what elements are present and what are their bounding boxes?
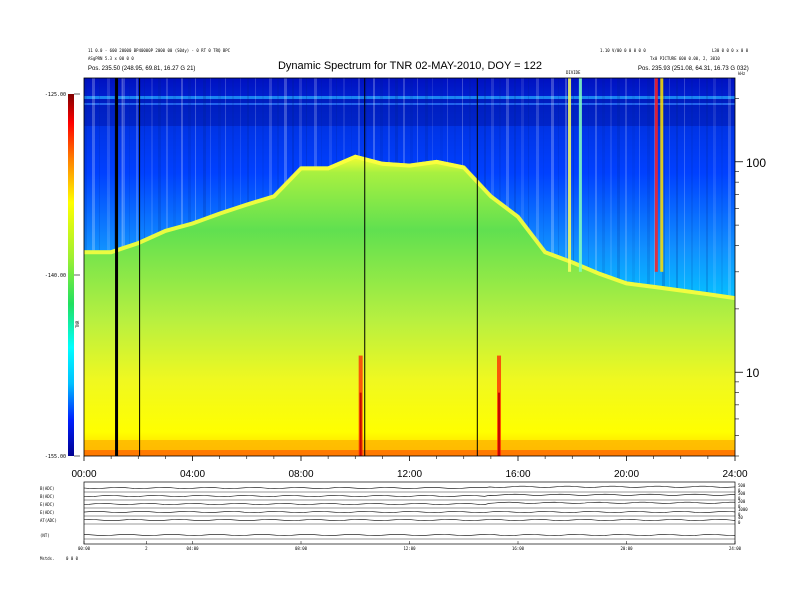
x-tick-label: 16:00 xyxy=(505,469,530,480)
chart-title: Dynamic Spectrum for TNR 02-MAY-2010, DO… xyxy=(278,60,542,72)
texture-stripe xyxy=(588,78,589,456)
header-right-corner: L30 0 0 0 x 0 0 xyxy=(712,48,749,53)
spectrogram-plot xyxy=(84,78,735,456)
panel-label: E(ADC) xyxy=(40,510,54,515)
panel-scale-bottom: 0 xyxy=(738,488,741,493)
colorbar-tick-label: -155.00 xyxy=(45,454,66,460)
panel-time-label: 00:00 xyxy=(78,546,91,551)
burst-label: DIVIDE xyxy=(566,70,581,75)
panel-trace xyxy=(83,501,735,505)
texture-stripe xyxy=(654,78,655,456)
panel-scale-bottom: 0 xyxy=(738,504,741,509)
yellow-boundary-edge xyxy=(84,154,735,301)
texture-stripe xyxy=(602,78,605,456)
header-right-line1: 1.10 V/00 0 0 0 0 0 xyxy=(600,48,646,53)
header-left-line3: Pos. 235.50 (248.95, 69.81, 16.27 G 21) xyxy=(88,66,195,72)
hf-streak xyxy=(654,78,658,272)
texture-stripe xyxy=(728,78,731,456)
x-axis-ticks: 00:00 04:00 08:00 12:00 16:00 20:00 24:00 xyxy=(71,456,748,480)
panel-trace xyxy=(83,493,736,497)
colorbar-ticks: -125.00 -140.00 -155.00 xyxy=(45,92,80,460)
top-cyan-stripe xyxy=(84,96,735,99)
texture-stripe xyxy=(699,78,700,456)
header-right-line3: Pos. 235.93 (251.08, 64.31, 16.73 G 032) xyxy=(638,66,749,72)
panel-scale-bottom: 0 xyxy=(738,512,741,517)
texture-stripe xyxy=(639,78,640,456)
texture-stripe xyxy=(647,78,650,456)
bright-bursts xyxy=(358,78,664,456)
colorbar-tick-label: -140.00 xyxy=(45,273,66,279)
panel-time-label: 08:00 xyxy=(295,546,308,551)
panel-label: B(ADC) xyxy=(40,494,54,499)
panel-scale-top: 1000 xyxy=(738,507,748,512)
panel-time-label: 04:00 xyxy=(186,546,199,551)
footer-label: Mstds. xyxy=(40,556,54,561)
header-left-line2: ASgPRN 5.3 x 00 0 0 xyxy=(88,56,134,61)
texture-stripe xyxy=(632,78,635,456)
panel-scale-top: 500 xyxy=(738,483,746,488)
texture-stripe xyxy=(684,78,685,456)
texture-stripe xyxy=(662,78,665,456)
texture-stripe xyxy=(610,78,612,456)
texture-stripe xyxy=(691,78,693,456)
header-left-line1: 11 0.0 - 600 20000 BP40000P 2000 00 (S0d… xyxy=(88,48,231,53)
green-emission-region xyxy=(84,154,735,456)
colorbar-tick-label: -125.00 xyxy=(45,92,66,98)
panel-trace xyxy=(83,485,736,489)
y-axis-ticks-right: 100 10 xyxy=(735,98,766,457)
top-cyan-stripe-2 xyxy=(84,103,735,105)
panel-time-label: 12:00 xyxy=(403,546,416,551)
burst-core xyxy=(498,392,501,456)
vertical-marker-lines xyxy=(115,78,478,456)
colorbar-label: TNR xyxy=(75,320,80,328)
y-tick-label: 100 xyxy=(746,156,766,170)
panel-scale-bottom: 0 xyxy=(738,496,741,501)
panel-label: B(ADC) xyxy=(40,486,54,491)
footer-value: 0 0 0 xyxy=(66,556,79,561)
texture-stripe xyxy=(669,78,670,456)
x-tick-label: 24:00 xyxy=(722,469,747,480)
panel-time-label: 2 xyxy=(145,546,148,551)
right-unit-label: kHz xyxy=(738,71,746,76)
panel-scale-top: 500 xyxy=(738,491,746,496)
x-tick-label: 08:00 xyxy=(288,469,313,480)
panel-time-label: 16:00 xyxy=(512,546,525,551)
header-right-line2: Tx0 PICTURE 600 0.00, 2, 3010 xyxy=(650,56,720,61)
x-tick-label: 20:00 xyxy=(614,469,639,480)
panel-label: AT(ADC) xyxy=(40,518,57,523)
texture-stripe xyxy=(713,78,716,456)
bottom-panels: B(ADC)5000B(ADC)5000E(ADC)2000E(ADC)1000… xyxy=(40,481,748,551)
colorbar xyxy=(68,94,74,456)
panel-scale-top: 40 xyxy=(738,515,743,520)
x-tick-label: 12:00 xyxy=(397,469,422,480)
panel-trace xyxy=(83,519,736,521)
texture-stripe xyxy=(721,78,723,456)
texture-stripe xyxy=(595,78,597,456)
x-tick-label: 00:00 xyxy=(71,469,96,480)
hf-streak xyxy=(660,78,664,272)
panel-trace xyxy=(83,534,736,536)
texture-stripe xyxy=(706,78,708,456)
dark-blue-band xyxy=(84,96,735,126)
hf-streak xyxy=(578,78,582,272)
panel-scale-bottom: 0 xyxy=(738,520,741,525)
texture-stripe xyxy=(625,78,627,456)
hf-streak xyxy=(568,78,572,272)
texture-stripe xyxy=(676,78,678,456)
panel-scale-top: 200 xyxy=(738,499,746,504)
y-tick-label: 10 xyxy=(746,366,760,380)
x-tick-label: 04:00 xyxy=(180,469,205,480)
panel-label: E(ADC) xyxy=(40,502,54,507)
panel-trace xyxy=(83,511,736,513)
panel-time-label: 20:00 xyxy=(620,546,633,551)
burst-core xyxy=(359,392,362,456)
panel-time-label: 24:00 xyxy=(729,546,742,551)
texture-stripe xyxy=(617,78,620,456)
bottom-red-band xyxy=(84,450,735,456)
panel-label: (NT) xyxy=(40,533,50,538)
